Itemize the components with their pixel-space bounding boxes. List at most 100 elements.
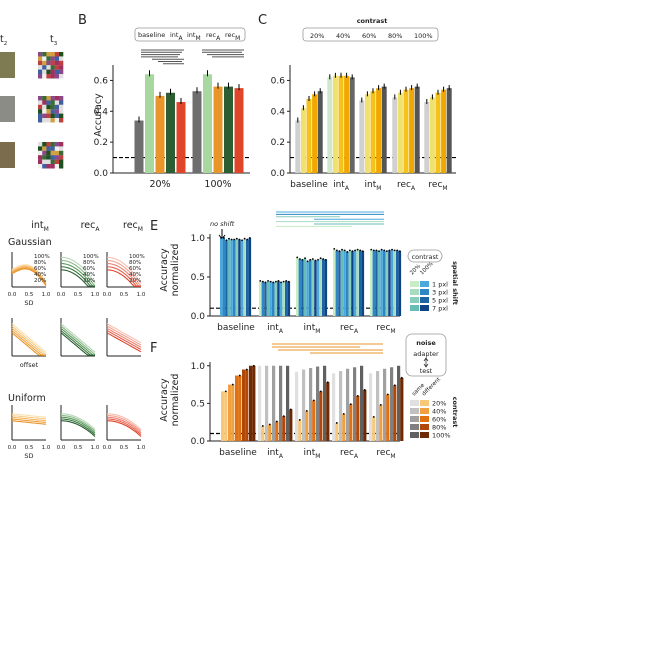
panel-f-bar-different: [393, 385, 397, 441]
panel-e-legend-swatch: [410, 289, 419, 295]
panel-e-bar: [238, 239, 241, 316]
panel-c-xtick-label-base: rec: [428, 180, 442, 190]
panel-c-bar: [338, 75, 344, 173]
panel-c-ytick-label: 0.0: [271, 169, 286, 179]
panel-f-point: [349, 403, 352, 406]
panel-e-bar: [316, 259, 320, 316]
panel-e-point: [391, 248, 393, 251]
noise-pixel: [38, 74, 43, 79]
noise-pixel: [46, 52, 51, 57]
panel-e-bar: [356, 249, 359, 316]
left-panel-curve: [107, 263, 141, 287]
panel-f-updown-arrow-icon: [423, 357, 429, 368]
panel-f-bar-same: [360, 365, 364, 441]
panel-b-bar-baseline: [134, 120, 144, 173]
panel-f-point: [289, 408, 292, 411]
noise-pixel: [42, 56, 47, 61]
noise-pixel: [54, 100, 60, 105]
left-panel-header-base: rec: [123, 220, 138, 231]
panel-c-legend: 20% 40% 60% 80% 100%: [302, 27, 439, 42]
panel-e-point: [267, 279, 269, 282]
noise-pixel: [42, 109, 47, 114]
panel-e-point: [272, 281, 275, 284]
noise-pixel: [50, 113, 55, 119]
panel-f-xtick-label-base: rec: [376, 448, 390, 458]
panel-f-legend-box: [405, 333, 447, 377]
noise-pixel: [38, 52, 43, 57]
panel-e-xtick-label-base: int: [267, 323, 279, 333]
panel-f-xtick-label-sub: A: [354, 453, 359, 460]
left-panel-curve: [11, 418, 47, 424]
left-panel-legend-line: 80%: [34, 260, 46, 266]
panel-e-bar: [269, 281, 272, 316]
left-panel-curve: [11, 268, 47, 287]
panel-e-point: [261, 280, 264, 283]
noise-pixel: [50, 52, 55, 57]
panel-e-bar: [353, 250, 357, 316]
noise-pixel: [38, 150, 43, 156]
left-panel-header: intM: [31, 220, 49, 233]
panel-e-point: [346, 251, 349, 253]
left-panel-curve: [11, 264, 47, 282]
panel-e-legend-swatch: [420, 297, 429, 303]
panel-b-legend: baseline intA intM recA recM: [134, 27, 246, 42]
panel-b-legend-item-base: rec: [225, 31, 236, 39]
panel-c-bar: [446, 88, 452, 173]
stimulus-tile: [0, 142, 15, 168]
panel-e-point: [287, 280, 290, 283]
panel-e-bar: [351, 251, 354, 316]
panel-f-point: [356, 394, 359, 397]
noise-image-tiles: [38, 52, 64, 169]
panel-c-bar: [295, 120, 301, 173]
panel-f-legend-swatch: [420, 400, 429, 406]
panel-f-xtick-label-base: baseline: [219, 448, 257, 458]
panel-e-bar: [348, 250, 352, 316]
noise-pixel: [42, 146, 47, 151]
panel-b-legend-item-base: int: [187, 31, 196, 39]
panel-e-bar: [309, 259, 312, 316]
noise-pixel: [50, 146, 55, 151]
noise-pixel: [42, 150, 47, 156]
panel-c-bar: [429, 97, 435, 173]
panel-c-bar: [359, 100, 365, 173]
panel-c-legend-item: 80%: [388, 32, 402, 40]
panel-e-bar: [343, 250, 346, 316]
panel-f-bar-different: [305, 410, 309, 441]
panel-e-bar: [398, 251, 402, 316]
panel-e-xtick-label-sub: M: [390, 328, 395, 335]
panel-f-legend-box-line: adapter: [413, 350, 439, 358]
panel-f-bar-same: [353, 367, 357, 441]
panel-b-legend-item-sub: A: [216, 35, 221, 42]
noise-pixel: [38, 118, 43, 123]
left-panel-curve: [60, 327, 95, 356]
panel-e-bar: [383, 250, 386, 316]
panel-e-point: [398, 250, 401, 253]
panel-e-point: [238, 238, 241, 241]
noise-pixel: [59, 52, 64, 57]
panel-e-point: [361, 250, 364, 253]
panel-e-point: [388, 249, 391, 252]
panel-f-point: [268, 423, 271, 426]
left-panel-curve: [107, 418, 142, 436]
panel-e-point: [333, 247, 336, 250]
noise-pixel: [59, 56, 64, 61]
panel-e-point: [285, 279, 288, 282]
panel-e-legend-swatch: [410, 305, 419, 311]
noise-pixel: [54, 96, 60, 101]
noise-pixel: [42, 74, 47, 79]
panel-e-point: [301, 258, 304, 261]
panel-e-bar: [282, 281, 285, 316]
left-panel-curve: [106, 266, 141, 287]
panel-e-ylabel: Accuracynormalized: [159, 244, 181, 297]
panel-e-point: [309, 258, 312, 261]
panel-c-bar: [300, 108, 306, 173]
panel-e-point: [372, 249, 375, 252]
panel-e-bar: [266, 280, 270, 316]
noise-pixel: [46, 69, 51, 75]
panel-c-ytick-label: 0.6: [271, 76, 286, 86]
panel-b-bar-intM: [155, 95, 165, 173]
left-panel-curve: [107, 413, 142, 430]
panel-f-bar-same: [279, 365, 283, 441]
panel-e-bar: [361, 251, 365, 316]
left-panel-curve: [106, 327, 142, 348]
